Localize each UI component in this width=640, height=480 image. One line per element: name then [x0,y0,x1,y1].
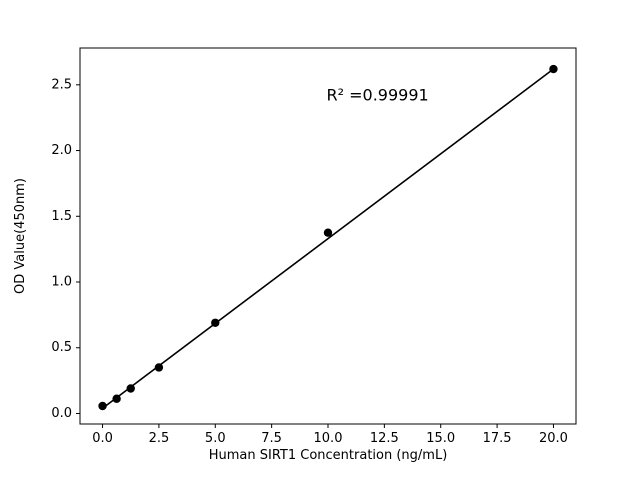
y-tick-label: 0.5 [51,340,72,355]
axes-layer: 0.0 2.5 5.0 7.5 10.0 12.5 15.0 17.5 20.0 0.0 0.5 1.… [51,47,577,446]
x-tick-label: 5.0 [205,431,226,446]
y-axis-label: OD Value(450nm) [13,178,28,294]
fit-line [102,68,554,409]
x-axis-label: Human SIRT1 Concentration (ng/mL) [209,448,448,463]
x-tick-label: 12.5 [370,431,399,446]
r-squared-annotation: R² =0.99991 [327,86,429,105]
x-tick-label: 17.5 [483,431,512,446]
data-point [549,64,558,74]
x-tick-label: 2.5 [149,431,170,446]
x-tick-label: 0.0 [92,431,113,446]
y-tick-label: 2.0 [51,143,72,158]
y-tick-label: 0.0 [51,406,72,421]
data-point [323,228,333,237]
y-tick-label: 1.0 [51,275,72,290]
data-point [126,384,135,393]
y-tick-label: 1.5 [51,209,72,224]
x-tick-label: 15.0 [426,431,455,446]
data-point [211,318,220,327]
data-point [98,401,107,411]
x-tick-label: 20.0 [539,431,568,446]
data-point [154,363,164,372]
y-tick-label: 2.5 [51,77,72,92]
data-point [112,394,121,403]
x-tick-label: 7.5 [261,431,282,446]
x-tick-label: 10.0 [314,431,343,446]
